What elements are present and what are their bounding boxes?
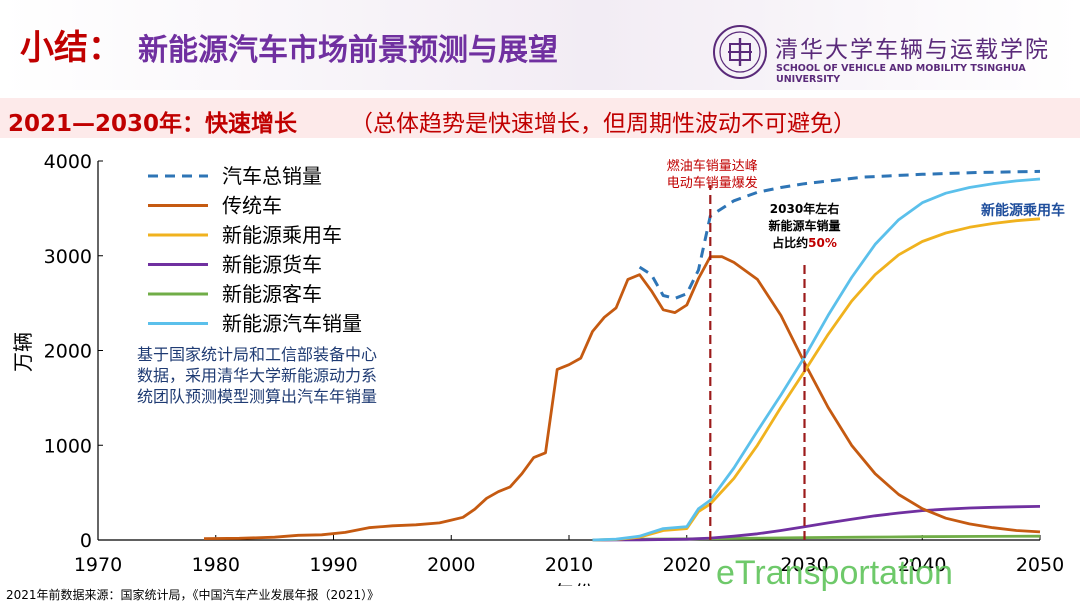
- series-line-total: [638, 169, 1041, 300]
- y-tick-label: 3000: [44, 246, 92, 268]
- y-tick-label: 1000: [44, 435, 92, 457]
- sales-forecast-chart: 1970 1980 1990 2000 2010 2020 2030 2040 2050 0 100…: [11, 151, 1065, 586]
- series-line-nev_total: [592, 177, 1041, 542]
- x-tick-label: 2050: [1016, 554, 1064, 576]
- subtitle-bar: [0, 98, 1080, 138]
- title-prefix: 小结：: [20, 28, 122, 68]
- method-note-line: 基于国家统计局和工信部装备中心: [137, 345, 377, 364]
- y-tick-label: 4000: [44, 151, 92, 173]
- watermark: eTransportation: [716, 554, 953, 592]
- marker-highlight-value: 50%: [808, 236, 837, 250]
- method-note-line: 统团队预测模型测算出汽车年销量: [137, 387, 377, 406]
- legend-label-nev_total: 新能源汽车销量: [222, 312, 362, 336]
- series-line-nev_passenger: [592, 217, 1041, 542]
- x-tick-label: 2020: [663, 554, 711, 576]
- data-source-note: 2021年前数据来源：国家统计局，《中国汽车产业发展年报（2021）》: [6, 588, 380, 602]
- x-tick-label: 1970: [74, 554, 122, 576]
- legend-label-nev_truck: 新能源货车: [222, 253, 322, 277]
- marker-label-2030: 新能源车销量: [768, 218, 840, 233]
- legend-label-ice: 传统车: [222, 194, 282, 218]
- marker-label-2030: 2030年左右: [770, 201, 839, 216]
- legend-label-total: 汽车总销量: [222, 164, 322, 188]
- y-tick-label: 0: [80, 530, 92, 552]
- series-annotation: 新能源乘用车: [981, 202, 1065, 219]
- legend-label-nev_passenger: 新能源乘用车: [222, 223, 342, 247]
- institution-name-cn: 清华大学车辆与运载学院: [775, 37, 1050, 63]
- page-title: 新能源汽车市场前景预测与展望: [138, 33, 558, 68]
- university-logo-icon: [713, 25, 767, 79]
- x-tick-label: 2030: [780, 554, 828, 576]
- marker-label-2030: 占比约50%: [772, 235, 837, 250]
- x-axis-title: 年份: [554, 581, 594, 586]
- y-tick-label: 2000: [44, 341, 92, 363]
- x-tick-label: 2010: [545, 554, 593, 576]
- series-line-ice: [203, 255, 1041, 540]
- institution-name-en: SCHOOL OF VEHICLE AND MOBILITY TSINGHUA …: [776, 63, 1026, 85]
- legend-label-nev_bus: 新能源客车: [222, 282, 322, 306]
- subtitle-note: （总体趋势是快速增长，但周期性波动不可避免）: [350, 111, 856, 137]
- x-tick-label: 2040: [898, 554, 946, 576]
- x-tick-label: 1980: [192, 554, 240, 576]
- title-bar: [0, 0, 1080, 90]
- marker-label-2022: 燃油车销量达峰: [667, 158, 758, 174]
- subtitle-highlight: 2021—2030年：快速增长: [8, 111, 298, 137]
- x-tick-label: 1990: [309, 554, 357, 576]
- series-line-nev_truck: [592, 505, 1041, 542]
- y-axis-title: 万辆: [11, 332, 35, 372]
- x-tick-label: 2000: [427, 554, 475, 576]
- method-note-line: 数据，采用清华大学新能源动力系: [137, 366, 377, 385]
- marker-label-2022: 电动车销量爆发: [667, 175, 758, 191]
